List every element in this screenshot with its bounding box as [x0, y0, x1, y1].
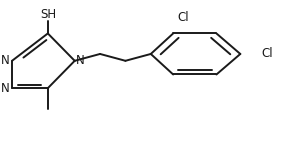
Text: Cl: Cl: [178, 11, 189, 24]
Text: N: N: [1, 54, 10, 67]
Text: Cl: Cl: [261, 47, 273, 60]
Text: N: N: [76, 54, 84, 67]
Text: SH: SH: [40, 8, 56, 21]
Text: N: N: [1, 82, 10, 95]
